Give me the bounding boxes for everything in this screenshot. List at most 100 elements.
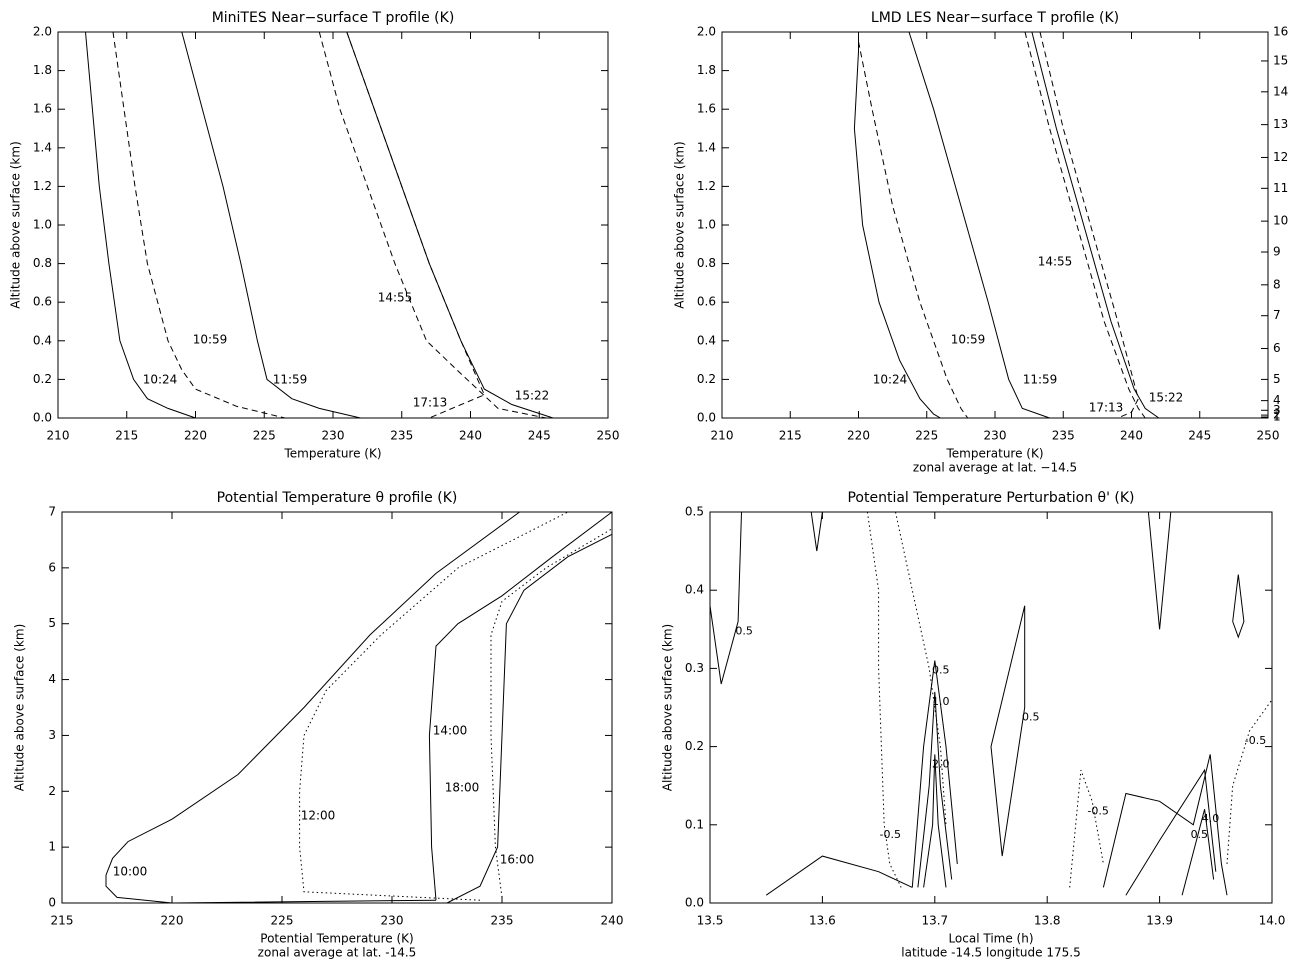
y2-tick-label: 9: [1273, 245, 1281, 259]
x-tick-label: 225: [915, 429, 938, 443]
y-axis-label: Altitude above surface (km): [673, 141, 687, 308]
y2-tick-label: 7: [1273, 308, 1281, 322]
y2-tick-label: 14: [1273, 84, 1288, 98]
y-tick-label: 0.8: [33, 256, 52, 270]
y-tick-label: 1.2: [697, 179, 716, 193]
x-tick-label: 250: [597, 429, 620, 443]
x-tick-label: 210: [47, 429, 70, 443]
y-tick-label: 0.5: [685, 505, 704, 519]
y-tick-label: 4: [48, 672, 56, 686]
contour-label: -0.5: [879, 828, 900, 841]
x-tick-label: 220: [184, 429, 207, 443]
x-axis-label: Local Time (h): [948, 932, 1033, 946]
chart-title: LMD LES Near−surface T profile (K): [871, 10, 1119, 26]
x-axis-label: Potential Temperature (K): [260, 932, 413, 946]
curve-label: 14:00: [433, 724, 468, 738]
y2-tick-label: 1: [1273, 410, 1281, 424]
x-tick-label: 215: [115, 429, 138, 443]
y-tick-label: 1.6: [33, 102, 52, 116]
x-tick-label: 225: [271, 914, 294, 928]
y-tick-label: 1.4: [697, 140, 716, 154]
y-tick-label: 0.4: [697, 333, 716, 347]
y2-tick-label: 6: [1273, 341, 1281, 355]
x-tick-label: 240: [601, 914, 624, 928]
x-tick-label: 210: [711, 429, 734, 443]
profile-line: [1031, 31, 1160, 419]
y2-tick-label: 2: [1273, 408, 1281, 422]
y-tick-label: 5: [48, 616, 56, 630]
curve-label: 10:59: [951, 333, 986, 347]
y-axis-label: Altitude above surface (km): [661, 624, 675, 791]
y-tick-label: 1.8: [697, 63, 716, 77]
curve-label: 12:00: [301, 809, 336, 823]
y-tick-label: 0.1: [685, 817, 704, 831]
y-tick-label: 0.6: [697, 295, 716, 309]
y-axis-label: Altitude above surface (km): [9, 141, 23, 308]
plot-frame: [709, 511, 1273, 904]
plot-frame: [721, 31, 1269, 419]
x-tick-label: 230: [984, 429, 1007, 443]
curve-label: 11:59: [1023, 373, 1058, 387]
x-tick-label: 230: [381, 914, 404, 928]
y2-tick-label: 13: [1273, 117, 1288, 131]
curve-label: 17:13: [1089, 401, 1124, 415]
contour-line: [911, 660, 958, 888]
profile-line: [1024, 31, 1146, 419]
x-tick-label: 220: [161, 914, 184, 928]
curve-label: 10:00: [113, 865, 148, 879]
profile-line: [85, 31, 196, 419]
y-tick-label: 0.2: [697, 372, 716, 386]
subtitle: latitude -14.5 longitude 175.5: [901, 946, 1080, 960]
curve-label: 16:00: [500, 853, 535, 867]
x-tick-label: 13.9: [1146, 914, 1173, 928]
y2-tick-label: 10: [1273, 214, 1288, 228]
y-tick-label: 0.2: [33, 372, 52, 386]
y-tick-label: 6: [48, 560, 56, 574]
y-tick-label: 0.8: [697, 256, 716, 270]
y-tick-label: 2: [48, 784, 56, 798]
profile-line: [346, 31, 554, 419]
y-tick-label: 0.0: [33, 411, 52, 425]
curve-label: 10:24: [873, 373, 908, 387]
x-tick-label: 235: [390, 429, 413, 443]
profile-line: [105, 511, 520, 904]
profile-line: [299, 511, 569, 901]
contour-line: [1125, 768, 1217, 896]
x-tick-label: 13.5: [697, 914, 724, 928]
contour-line: [923, 754, 947, 888]
y-tick-label: 1.4: [33, 140, 52, 154]
curve-label: 11:59: [273, 373, 308, 387]
contour-line: [1147, 511, 1172, 630]
x-axis-label: Temperature (K): [283, 447, 381, 461]
y-tick-label: 0.0: [697, 411, 716, 425]
profile-line: [181, 31, 361, 419]
y-tick-label: 2.0: [33, 25, 52, 39]
y-tick-label: 0: [48, 896, 56, 910]
profile-line: [428, 511, 613, 901]
x-tick-label: 245: [528, 429, 551, 443]
curve-label: 10:24: [143, 373, 178, 387]
contour-label: 0.5: [932, 664, 950, 677]
y2-tick-label: 15: [1273, 53, 1288, 67]
contour-label: 4.0: [1202, 812, 1220, 825]
y2-tick-label: 8: [1273, 277, 1281, 291]
plot-frame: [57, 31, 609, 419]
contour-label: -0.5: [1245, 734, 1266, 747]
curve-label: 14:55: [378, 291, 413, 305]
contour-label: 0.5: [735, 624, 753, 637]
contour-line: [1069, 769, 1104, 888]
y-tick-label: 3: [48, 728, 56, 742]
contour-line: [866, 511, 902, 888]
contour-line: [1226, 699, 1273, 864]
contour-label: 1.0: [932, 695, 950, 708]
y-tick-label: 2.0: [697, 25, 716, 39]
contour-line: [765, 855, 913, 896]
contour-line: [709, 511, 742, 685]
contour-line: [1181, 809, 1215, 896]
y-tick-label: 1.6: [697, 102, 716, 116]
contour-label: 2.0: [932, 757, 950, 770]
x-tick-label: 14.0: [1259, 914, 1286, 928]
x-tick-label: 235: [1052, 429, 1075, 443]
curve-label: 17:13: [413, 396, 448, 410]
x-tick-label: 13.8: [1034, 914, 1061, 928]
